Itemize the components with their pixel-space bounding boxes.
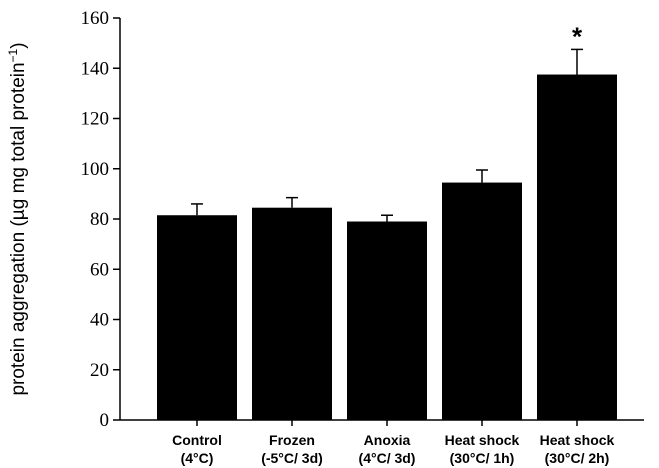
x-category-label: Control (4°C)	[172, 432, 222, 466]
x-axis-category-labels: Control (4°C) Frozen (-5°C/ 3d) Anoxia (4°C/ …	[172, 420, 615, 466]
bar	[347, 221, 427, 420]
bar	[537, 74, 617, 420]
y-axis-label: protein aggregation (µg mg total protein…	[6, 42, 29, 395]
y-tick-label: 80	[90, 209, 109, 230]
y-tick-label: 0	[100, 410, 110, 431]
bar	[442, 182, 522, 420]
y-axis-ticks: 0 20 40 60 80 100 120 140 160	[81, 8, 120, 431]
y-tick-label: 20	[90, 360, 109, 381]
y-tick-label: 60	[90, 259, 109, 280]
bars-group: *	[157, 21, 617, 420]
y-tick-label: 100	[81, 159, 110, 180]
significance-asterisk: *	[572, 21, 583, 51]
y-tick-label: 40	[90, 310, 109, 331]
x-category-label: Heat shock (30°C/ 2h)	[540, 432, 615, 466]
x-category-label: Frozen (-5°C/ 3d)	[261, 432, 323, 466]
y-tick-label: 140	[81, 58, 110, 79]
x-category-label: Anoxia (4°C/ 3d)	[359, 432, 416, 466]
bar	[157, 215, 237, 420]
y-axis-label-suffix: )	[8, 42, 29, 48]
y-tick-label: 160	[81, 8, 110, 29]
x-category-label: Heat shock (30°C/ 1h)	[445, 432, 520, 466]
y-tick-label: 120	[81, 109, 110, 130]
bar	[252, 207, 332, 420]
y-axis-label-superscript: −1	[6, 48, 20, 62]
